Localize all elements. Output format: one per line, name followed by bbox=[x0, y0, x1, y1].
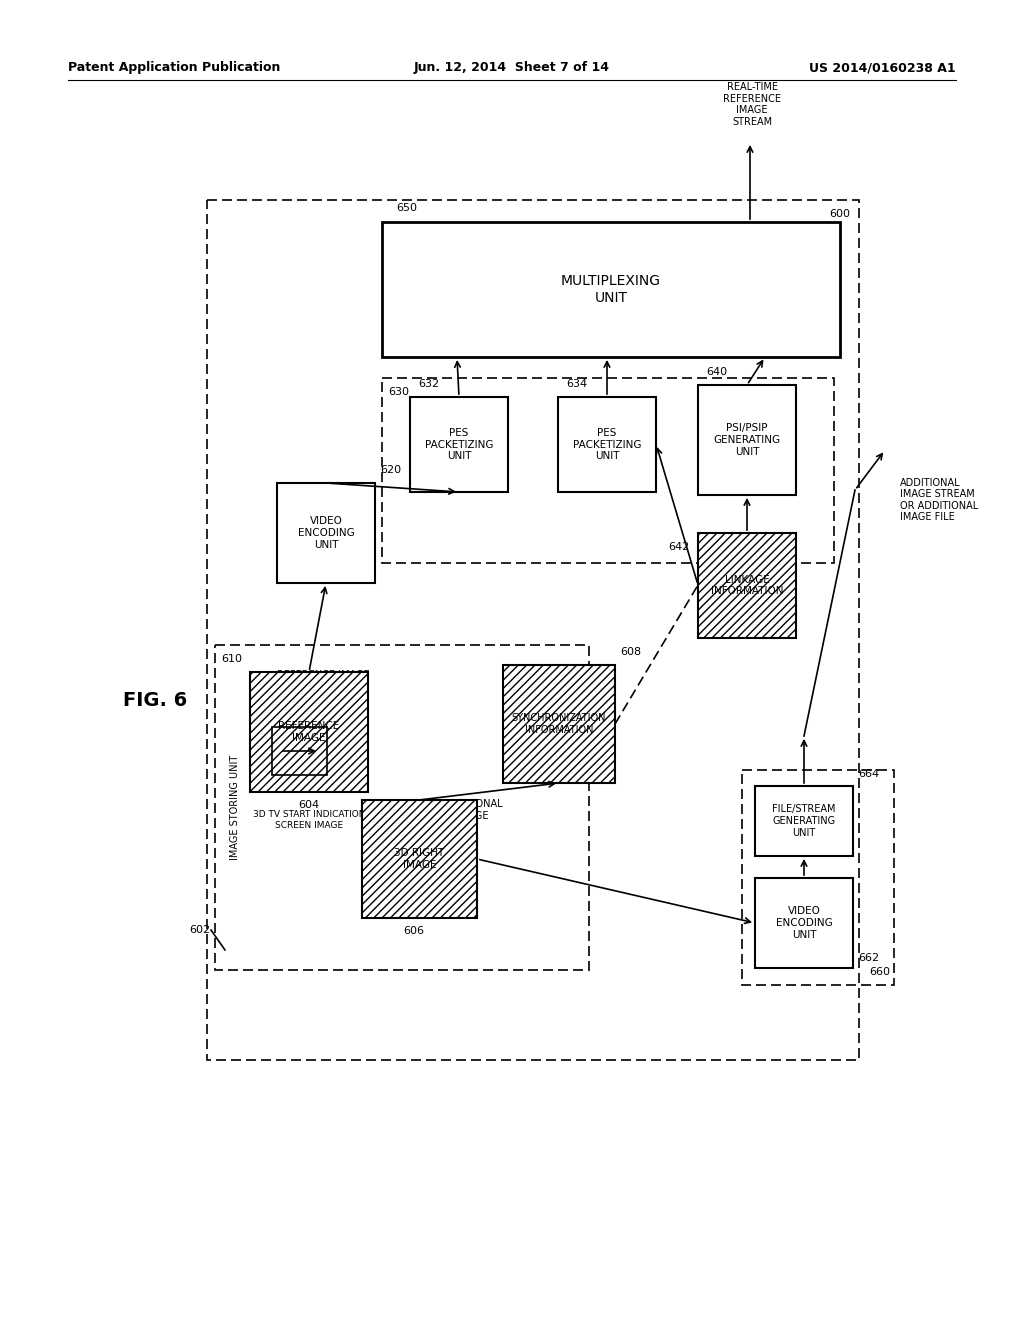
Text: 600: 600 bbox=[829, 209, 850, 219]
Text: ADDITIONAL
IMAGE: ADDITIONAL IMAGE bbox=[442, 799, 504, 821]
Text: SYNCHRONIZATION
INFORMATION: SYNCHRONIZATION INFORMATION bbox=[512, 713, 606, 735]
Bar bbox=[410, 397, 508, 492]
Bar bbox=[698, 385, 796, 495]
Text: REFERENCE IMAGE: REFERENCE IMAGE bbox=[276, 671, 370, 680]
Text: 3D RIGHT
IMAGE: 3D RIGHT IMAGE bbox=[394, 849, 444, 870]
Bar bbox=[250, 672, 368, 792]
Text: FILE/STREAM
GENERATING
UNIT: FILE/STREAM GENERATING UNIT bbox=[772, 804, 836, 838]
Text: 610: 610 bbox=[221, 653, 242, 664]
Bar bbox=[278, 483, 375, 583]
Text: REFERENCE
IMAGE: REFERENCE IMAGE bbox=[279, 721, 340, 743]
Bar bbox=[250, 672, 368, 792]
Text: 3D TV START INDICATION
SCREEN IMAGE: 3D TV START INDICATION SCREEN IMAGE bbox=[253, 810, 366, 830]
Text: Jun. 12, 2014  Sheet 7 of 14: Jun. 12, 2014 Sheet 7 of 14 bbox=[414, 62, 610, 74]
Bar bbox=[207, 201, 859, 1060]
Text: 602: 602 bbox=[188, 925, 210, 935]
Text: PES
PACKETIZING
UNIT: PES PACKETIZING UNIT bbox=[425, 428, 494, 461]
Text: 604: 604 bbox=[298, 800, 319, 810]
Bar bbox=[362, 800, 477, 917]
Bar bbox=[698, 533, 796, 638]
Bar bbox=[215, 645, 589, 970]
Bar bbox=[382, 222, 840, 356]
Bar bbox=[362, 800, 477, 917]
Text: VIDEO
ENCODING
UNIT: VIDEO ENCODING UNIT bbox=[298, 516, 354, 549]
Text: Patent Application Publication: Patent Application Publication bbox=[68, 62, 281, 74]
Text: 642: 642 bbox=[668, 543, 689, 552]
Text: FIG. 6: FIG. 6 bbox=[123, 690, 187, 710]
Text: MULTIPLEXING
UNIT: MULTIPLEXING UNIT bbox=[561, 275, 662, 305]
Text: 634: 634 bbox=[566, 379, 587, 389]
Bar bbox=[503, 665, 615, 783]
Text: VIDEO
ENCODING
UNIT: VIDEO ENCODING UNIT bbox=[775, 907, 833, 940]
Bar bbox=[742, 770, 894, 985]
Text: ADDITIONAL
IMAGE STREAM
OR ADDITIONAL
IMAGE FILE: ADDITIONAL IMAGE STREAM OR ADDITIONAL IM… bbox=[900, 478, 978, 523]
Text: 632: 632 bbox=[418, 379, 439, 389]
Bar bbox=[755, 878, 853, 968]
Text: 608: 608 bbox=[620, 647, 641, 657]
Bar bbox=[503, 665, 615, 783]
Text: 664: 664 bbox=[858, 770, 880, 779]
Text: 620: 620 bbox=[380, 465, 401, 475]
Text: 606: 606 bbox=[403, 927, 425, 936]
Text: US 2014/0160238 A1: US 2014/0160238 A1 bbox=[809, 62, 956, 74]
Text: 640: 640 bbox=[706, 367, 727, 378]
Text: 650: 650 bbox=[396, 203, 417, 213]
Text: PSI/PSIP
GENERATING
UNIT: PSI/PSIP GENERATING UNIT bbox=[714, 424, 780, 457]
Bar bbox=[755, 785, 853, 855]
Text: PES
PACKETIZING
UNIT: PES PACKETIZING UNIT bbox=[572, 428, 641, 461]
Bar bbox=[272, 727, 327, 775]
Text: LINKAGE
INFORMATION: LINKAGE INFORMATION bbox=[711, 574, 783, 597]
Text: REAL-TIME
REFERENCE
IMAGE
STREAM: REAL-TIME REFERENCE IMAGE STREAM bbox=[723, 82, 781, 127]
Bar bbox=[382, 378, 834, 564]
Text: 660: 660 bbox=[869, 968, 890, 977]
Text: 662: 662 bbox=[858, 953, 880, 964]
Bar bbox=[558, 397, 656, 492]
Text: 630: 630 bbox=[388, 387, 409, 397]
Text: IMAGE STORING UNIT: IMAGE STORING UNIT bbox=[230, 755, 240, 861]
Bar bbox=[698, 533, 796, 638]
